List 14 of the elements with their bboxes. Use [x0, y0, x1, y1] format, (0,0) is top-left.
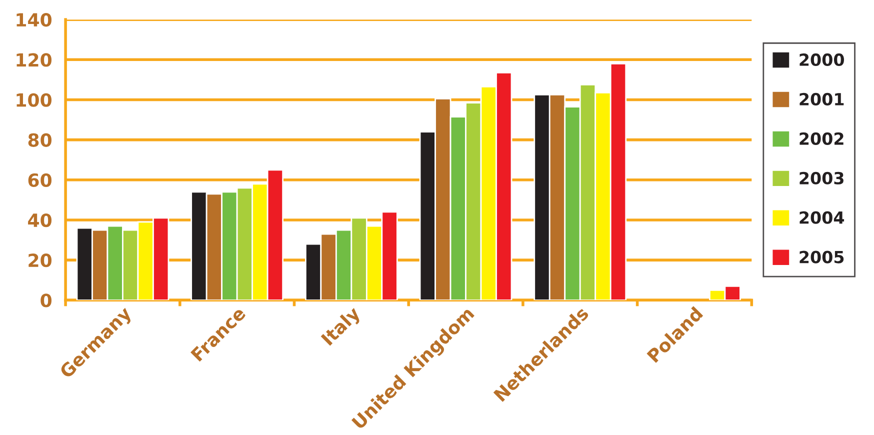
y-tick-label: 120 [16, 53, 52, 67]
legend-label: 2000 [800, 53, 844, 66]
legend-label: 2004 [800, 211, 844, 224]
y-tick-label: 140 [16, 13, 52, 27]
y-tick-label: 20 [28, 254, 52, 268]
legend-label: 2005 [800, 250, 844, 264]
legend-label: 2003 [800, 172, 844, 184]
y-tick-label: 100 [16, 93, 52, 107]
y-tick-label: 40 [28, 213, 52, 228]
y-tick-label: 0 [40, 294, 52, 308]
y-tick-label: 60 [28, 173, 52, 188]
legend-label: 2002 [800, 132, 844, 145]
legend-label: 2001 [800, 92, 844, 106]
y-tick-label: 80 [28, 133, 52, 147]
